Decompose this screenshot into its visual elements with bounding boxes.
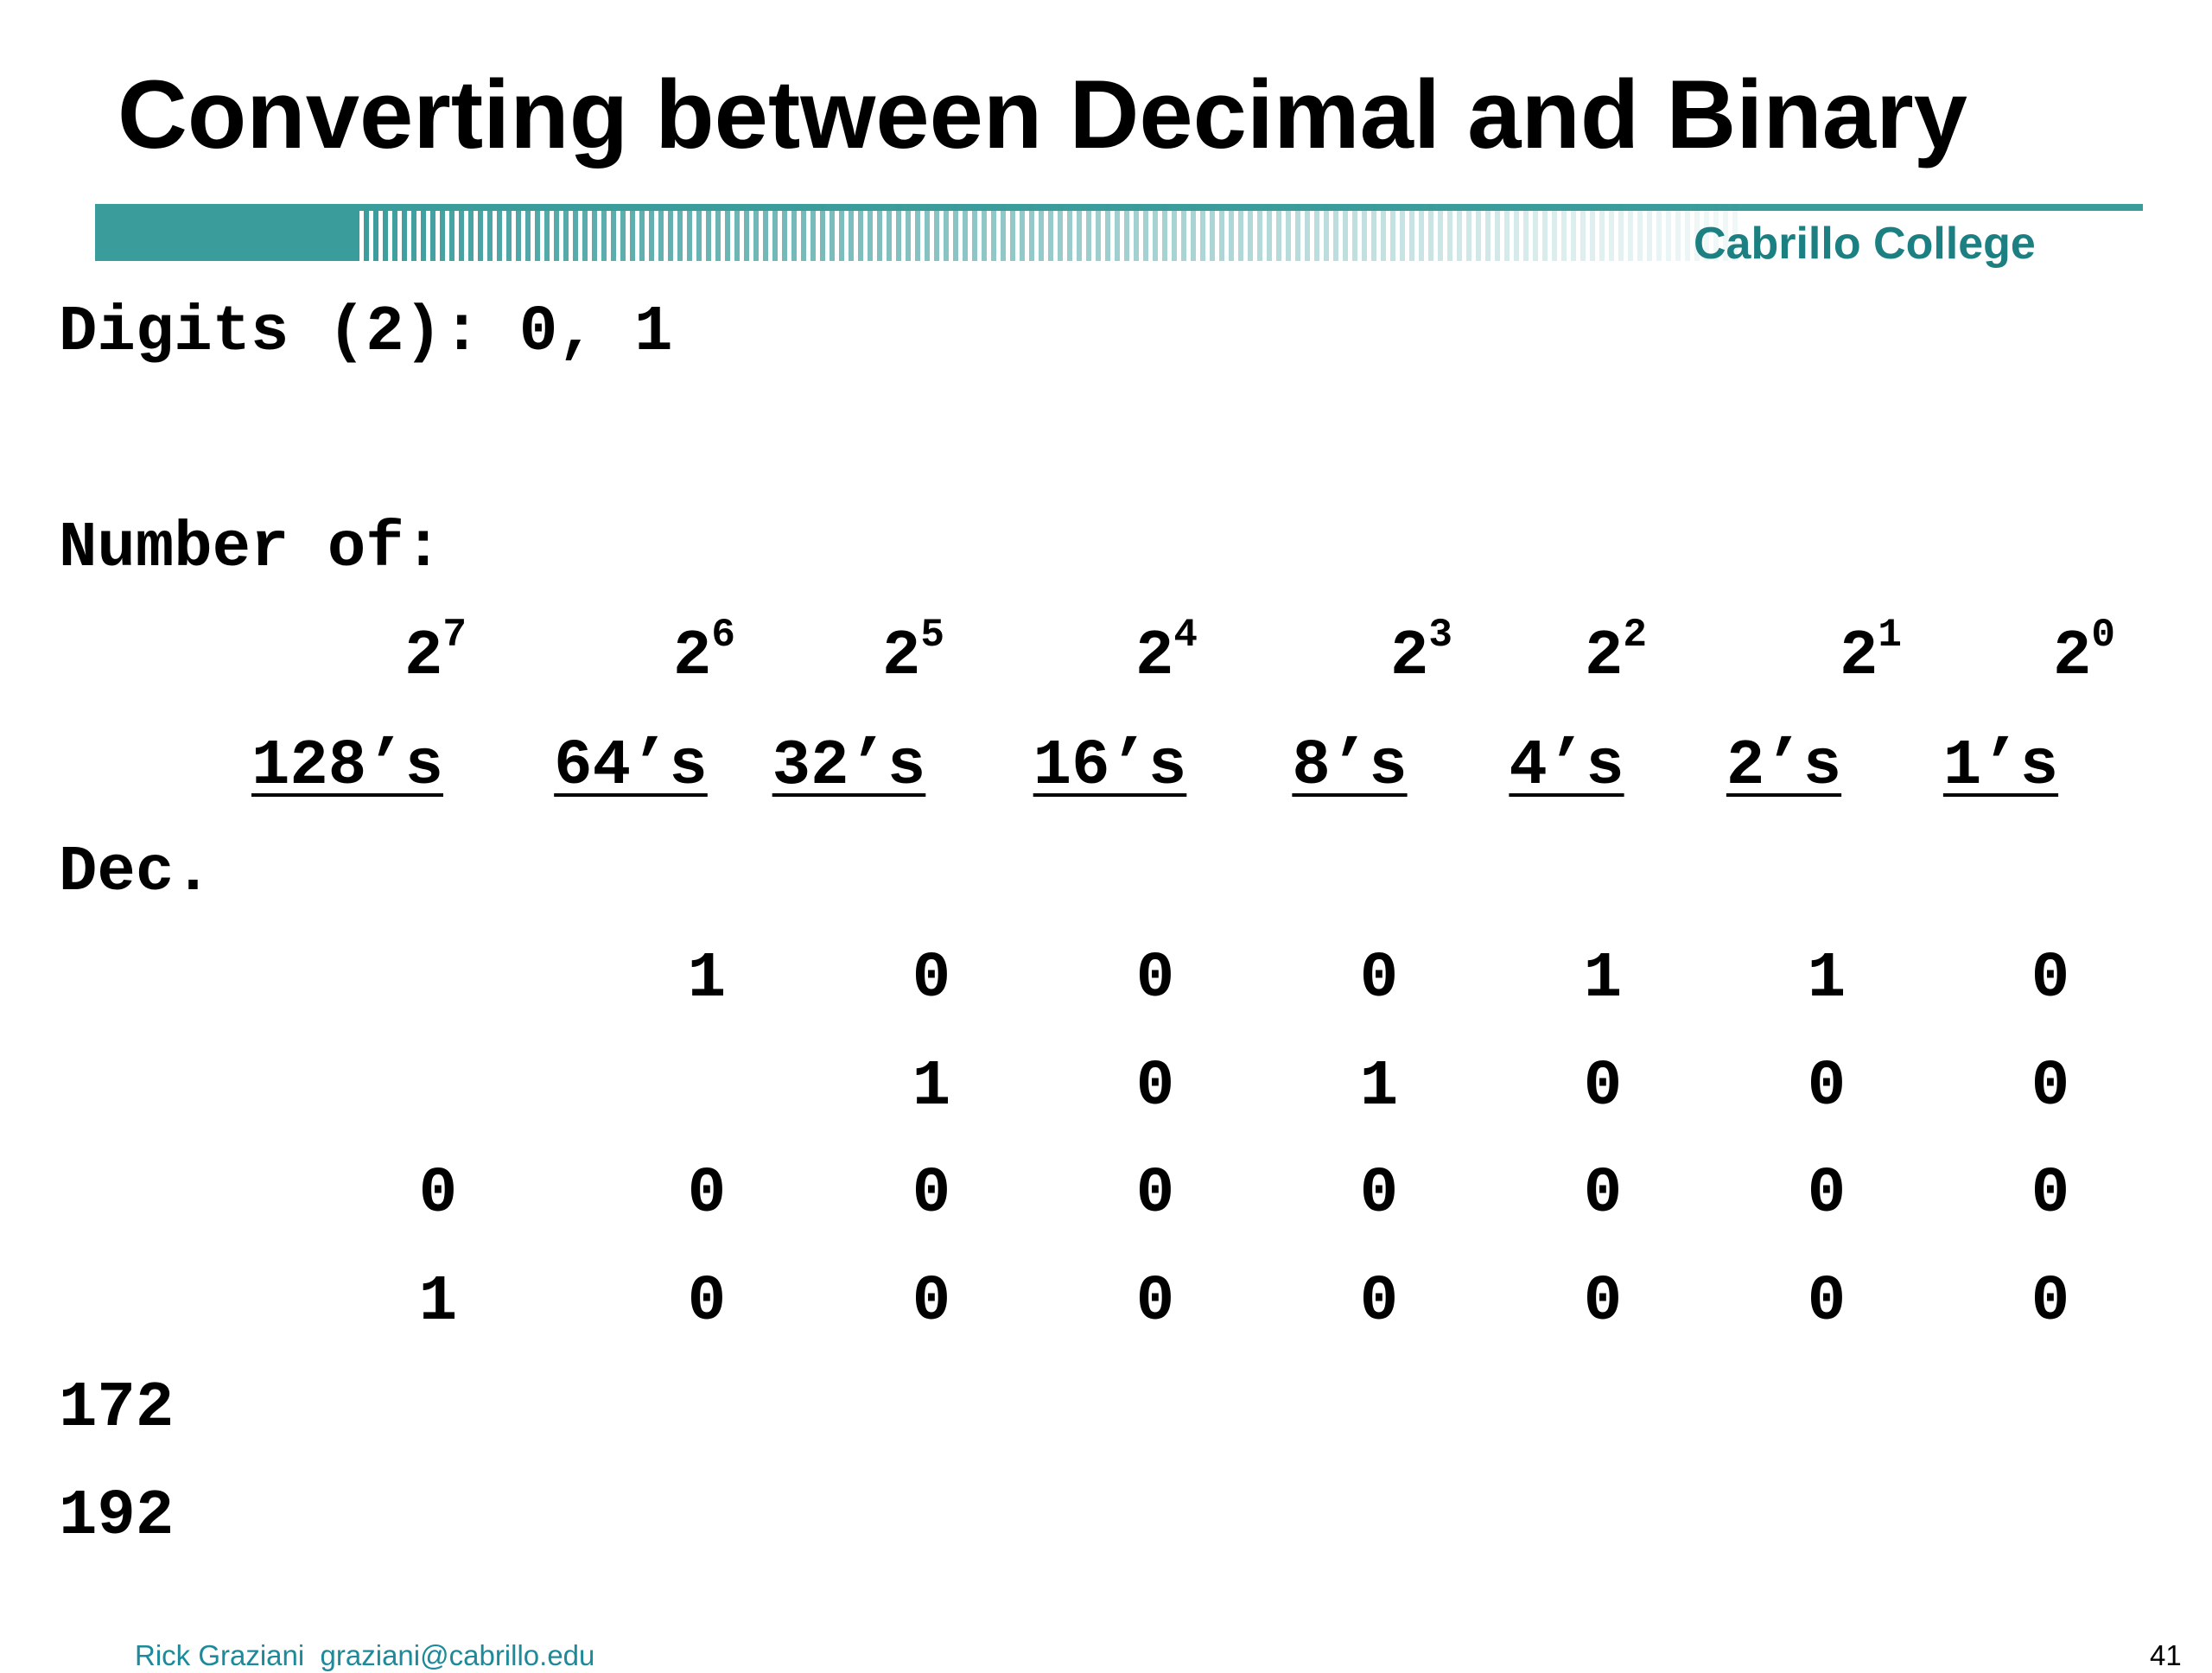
slide-title: Converting between Decimal and Binary (118, 60, 1967, 169)
power-base: 2 (2052, 620, 2092, 693)
number-of-label: Number of: (59, 512, 443, 585)
power-label-3: 24 (1080, 615, 1253, 696)
bit-cell: 0 (1135, 1158, 1175, 1231)
power-label-6: 21 (1784, 615, 1957, 696)
bit-cell: 1 (912, 1051, 951, 1123)
place-header-7: 1’s (1942, 730, 2059, 803)
bit-cell: 1 (1359, 1051, 1399, 1123)
power-base: 2 (1135, 620, 1174, 693)
power-base: 2 (672, 620, 712, 693)
decimal-value-2: 192 (59, 1480, 175, 1553)
header-banner (95, 204, 2143, 261)
power-label-4: 23 (1335, 615, 1508, 696)
bit-cell: 1 (1807, 943, 1847, 1015)
bit-cell: 0 (687, 1266, 727, 1339)
power-exponent: 4 (1173, 613, 1198, 658)
power-exponent: 5 (920, 613, 945, 658)
power-exponent: 1 (1878, 613, 1903, 658)
bit-cell: 0 (418, 1158, 458, 1231)
footer-author: Rick Graziani graziani@cabrillo.edu (135, 1639, 595, 1671)
page-number: 41 (2150, 1639, 2182, 1671)
digits-line: Digits (2): 0, 1 (59, 296, 673, 369)
bit-cell: 0 (912, 1158, 951, 1231)
power-exponent: 2 (1623, 613, 1648, 658)
bit-cell: 0 (1583, 1266, 1623, 1339)
bit-cell: 1 (418, 1266, 458, 1339)
power-exponent: 7 (442, 613, 467, 658)
bit-cell: 0 (1359, 943, 1399, 1015)
bit-cell: 0 (1807, 1266, 1847, 1339)
power-base: 2 (1839, 620, 1878, 693)
bit-cell: 1 (687, 943, 727, 1015)
bit-cell: 0 (687, 1158, 727, 1231)
bit-cell: 0 (1359, 1266, 1399, 1339)
place-header-2: 32’s (772, 730, 926, 803)
bit-cell: 0 (2031, 943, 2070, 1015)
place-header-5: 4’s (1509, 730, 1624, 803)
power-exponent: 0 (2091, 613, 2116, 658)
bit-cell: 0 (1135, 943, 1175, 1015)
power-label-1: 26 (618, 615, 791, 696)
place-header-4: 8’s (1292, 730, 1408, 803)
power-exponent: 6 (711, 613, 736, 658)
power-label-0: 27 (349, 615, 522, 696)
bit-cell: 0 (1807, 1051, 1847, 1123)
bit-cell: 0 (2031, 1158, 2070, 1231)
bit-cell: 0 (1807, 1158, 1847, 1231)
power-base: 2 (881, 620, 921, 693)
power-label-2: 25 (827, 615, 1000, 696)
place-header-3: 16’s (1033, 730, 1187, 803)
bit-cell: 1 (1583, 943, 1623, 1015)
bit-cell: 0 (1583, 1051, 1623, 1123)
bit-cell: 0 (2031, 1051, 2070, 1123)
place-header-1: 64’s (554, 730, 708, 803)
bit-cell: 0 (1583, 1158, 1623, 1231)
power-label-7: 20 (1998, 615, 2171, 696)
decimal-value-1: 172 (59, 1372, 175, 1445)
bit-cell: 0 (912, 1266, 951, 1339)
place-header-0: 128’s (251, 730, 444, 803)
bit-cell: 0 (2031, 1266, 2070, 1339)
college-logo-text: Cabrillo College (1694, 219, 2036, 269)
bit-cell: 0 (1359, 1158, 1399, 1231)
dec-label: Dec. (59, 836, 213, 909)
bit-cell: 0 (912, 943, 951, 1015)
power-base: 2 (1389, 620, 1429, 693)
power-label-5: 22 (1529, 615, 1702, 696)
place-header-6: 2’s (1726, 730, 1842, 803)
power-base: 2 (1584, 620, 1624, 693)
power-exponent: 3 (1428, 613, 1453, 658)
bit-cell: 0 (1135, 1266, 1175, 1339)
bit-cell: 0 (1135, 1051, 1175, 1123)
power-base: 2 (404, 620, 443, 693)
